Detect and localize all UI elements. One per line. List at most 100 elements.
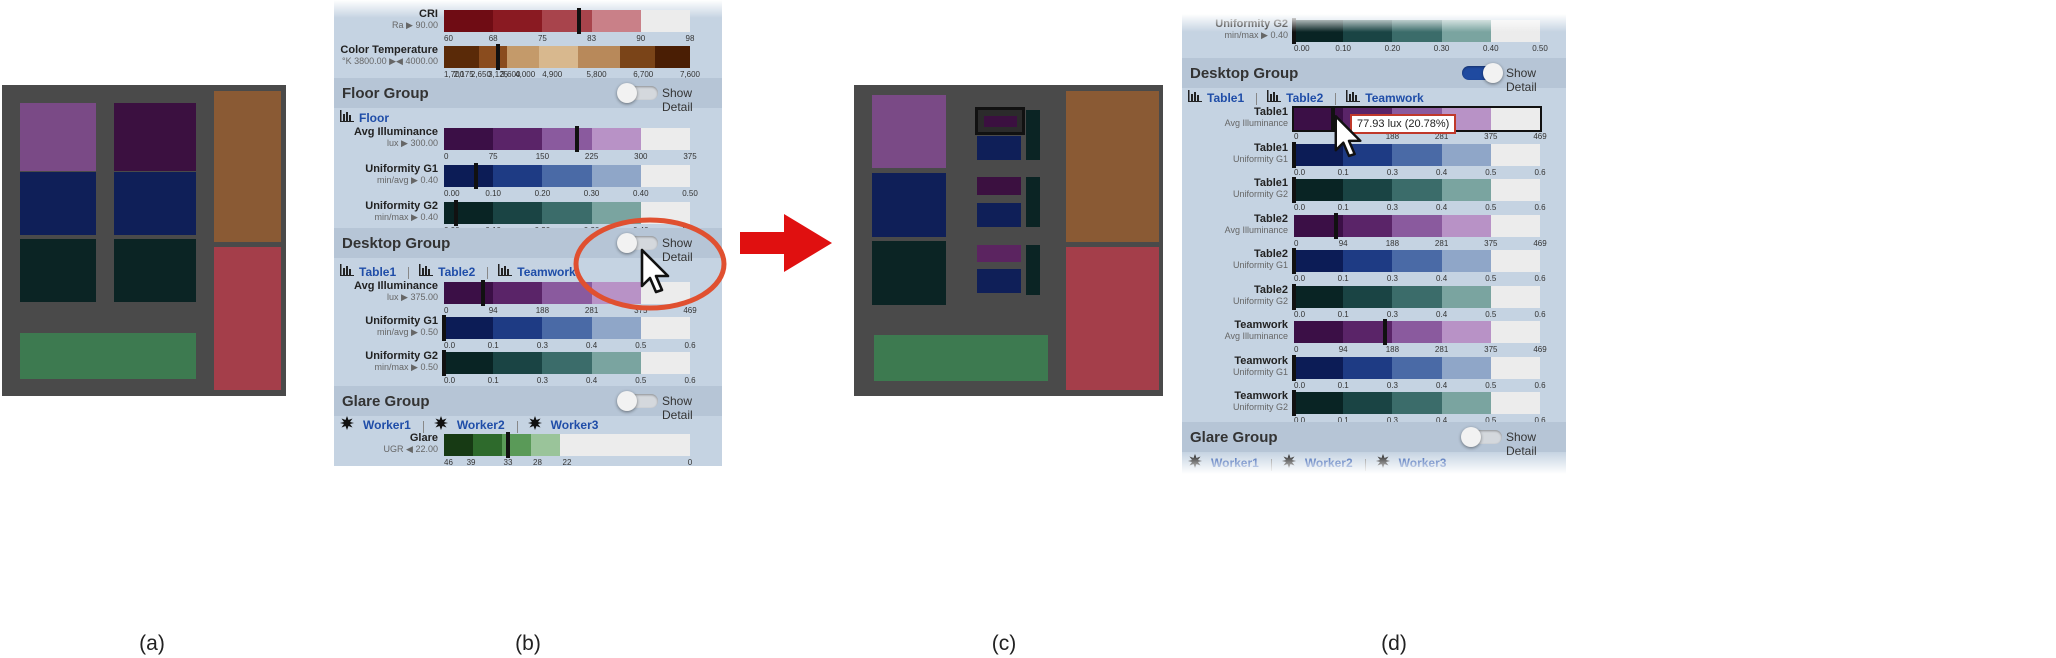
tick-label: 0 bbox=[1294, 132, 1299, 141]
tick-label: 0.3 bbox=[1386, 416, 1398, 425]
tab-separator bbox=[1256, 92, 1258, 105]
tick-label: 0.5 bbox=[1485, 203, 1497, 212]
bar-segment bbox=[493, 128, 543, 150]
metric-bar[interactable] bbox=[444, 10, 690, 32]
bar-segment bbox=[542, 202, 592, 224]
metric-bar[interactable] bbox=[1294, 214, 1540, 237]
tab-floor[interactable]: Floor bbox=[340, 110, 389, 125]
tab-worker1[interactable]: Worker1 bbox=[340, 416, 411, 433]
metric-bar[interactable] bbox=[1294, 143, 1540, 166]
tick-label: 281 bbox=[1434, 238, 1449, 248]
tab-separator bbox=[516, 420, 518, 433]
metric-threshold: min/avg ▶ 0.40 bbox=[377, 175, 438, 185]
bar-segment bbox=[1343, 179, 1393, 201]
metric-threshold: lux ▶ 375.00 bbox=[387, 292, 438, 302]
panel-b: CRI Ra ▶ 90.00 60 68 75 83 90 98 Color Temperatu… bbox=[334, 0, 722, 466]
tick-label: 375 bbox=[1484, 132, 1498, 141]
tick-label: 33 bbox=[503, 458, 513, 466]
tab-table2[interactable]: Table2 bbox=[1267, 90, 1323, 105]
tick-label: 0.1 bbox=[1337, 167, 1349, 177]
value-marker[interactable] bbox=[481, 280, 486, 306]
metric-ticks: 0.00 0.10 0.20 0.30 0.40 0.50 bbox=[444, 189, 698, 199]
metric-bar[interactable] bbox=[444, 46, 690, 68]
value-marker[interactable] bbox=[442, 315, 446, 341]
arrow-right-icon bbox=[740, 214, 832, 272]
metric-bar[interactable] bbox=[1294, 392, 1540, 414]
show-detail-toggle[interactable] bbox=[617, 83, 658, 103]
tab-label: Table1 bbox=[359, 264, 397, 279]
bar-segment bbox=[619, 46, 655, 68]
room-navy-2 bbox=[114, 172, 196, 235]
metric-label: Uniformity G2 min/max ▶ 0.50 bbox=[334, 350, 438, 372]
value-marker[interactable] bbox=[1292, 248, 1296, 274]
tick-label: 0.1 bbox=[1337, 203, 1349, 212]
metric-bar[interactable] bbox=[444, 165, 690, 187]
metric-bar[interactable] bbox=[444, 434, 690, 456]
tick-label: 0.0 bbox=[444, 376, 456, 385]
bar-segment bbox=[1294, 321, 1344, 343]
metric-bar[interactable] bbox=[444, 128, 690, 150]
tick-label: 0.0 bbox=[1294, 203, 1306, 212]
metric-label: CRI Ra ▶ 90.00 bbox=[334, 8, 438, 30]
value-marker[interactable] bbox=[496, 44, 501, 70]
metric-ticks: 0.0 0.1 0.3 0.4 0.5 0.6 bbox=[444, 376, 696, 386]
tab-label: Floor bbox=[359, 110, 389, 125]
tab-teamwork[interactable]: Teamwork bbox=[498, 264, 576, 279]
tick-label: 281 bbox=[1434, 345, 1449, 354]
metric-bar[interactable] bbox=[444, 352, 690, 374]
bar-segment bbox=[1343, 250, 1393, 272]
bar-segment bbox=[1392, 392, 1442, 414]
table1-highlight[interactable] bbox=[975, 107, 1025, 135]
value-marker[interactable] bbox=[1292, 354, 1296, 381]
tab-table2[interactable]: Table2 bbox=[419, 264, 475, 279]
bar-segment bbox=[1490, 214, 1540, 237]
value-marker[interactable] bbox=[1292, 283, 1296, 310]
value-marker[interactable] bbox=[1383, 319, 1388, 345]
tab-worker2[interactable]: Worker2 bbox=[433, 416, 505, 433]
tab-table1[interactable]: Table1 bbox=[340, 264, 396, 279]
bar-segment bbox=[1441, 285, 1491, 308]
metric-bar[interactable] bbox=[1294, 356, 1540, 379]
tab-separator bbox=[487, 266, 489, 279]
metric-bar[interactable] bbox=[1294, 179, 1540, 201]
metric-bar[interactable] bbox=[1294, 285, 1540, 308]
tick-label: 0.30 bbox=[583, 189, 600, 198]
tab-table1[interactable]: Table1 bbox=[1188, 90, 1244, 105]
show-detail-toggle[interactable] bbox=[1462, 63, 1503, 83]
show-detail-toggle[interactable] bbox=[617, 233, 658, 253]
show-detail-toggle[interactable] bbox=[1461, 427, 1502, 447]
tick-label: 60 bbox=[444, 34, 453, 43]
teamwork-teal-side bbox=[1026, 245, 1040, 295]
metric-name: Teamwork bbox=[1234, 319, 1288, 331]
bar-segment bbox=[538, 46, 578, 68]
show-detail-toggle[interactable] bbox=[617, 391, 658, 411]
metric-threshold: Avg Illuminance bbox=[1224, 224, 1288, 235]
metric-bar[interactable] bbox=[444, 317, 690, 339]
value-marker[interactable] bbox=[473, 163, 478, 189]
value-marker[interactable] bbox=[505, 432, 510, 458]
value-marker[interactable] bbox=[442, 350, 446, 376]
value-marker[interactable] bbox=[1333, 212, 1338, 239]
metric-name: Table2 bbox=[1253, 283, 1288, 296]
metric-threshold: °K 3800.00 ▶◀ 4000.00 bbox=[341, 56, 438, 66]
bar-segment bbox=[542, 10, 592, 32]
value-marker[interactable] bbox=[574, 126, 579, 152]
metric-threshold: Uniformity G1 bbox=[1232, 366, 1288, 377]
value-marker[interactable] bbox=[454, 200, 459, 226]
metric-bar[interactable] bbox=[1294, 321, 1540, 343]
value-marker[interactable] bbox=[1331, 106, 1336, 132]
tick-label: 469 bbox=[1533, 345, 1547, 354]
bar-segment bbox=[1294, 108, 1344, 130]
tab-worker3[interactable]: Worker3 bbox=[527, 416, 598, 433]
tab-teamwork[interactable]: Teamwork bbox=[1346, 90, 1424, 105]
tick-label: 0.4 bbox=[586, 376, 598, 385]
bar-chart-icon bbox=[1188, 90, 1202, 105]
value-marker[interactable] bbox=[1292, 177, 1296, 203]
bar-segment bbox=[640, 128, 690, 150]
value-marker[interactable] bbox=[1292, 141, 1296, 168]
value-marker[interactable] bbox=[1292, 390, 1296, 416]
value-marker[interactable] bbox=[577, 8, 582, 34]
metric-bar[interactable] bbox=[1294, 250, 1540, 272]
room-teal-1 bbox=[872, 241, 946, 305]
metric-label: Table1 Avg Illuminance bbox=[1182, 106, 1288, 128]
